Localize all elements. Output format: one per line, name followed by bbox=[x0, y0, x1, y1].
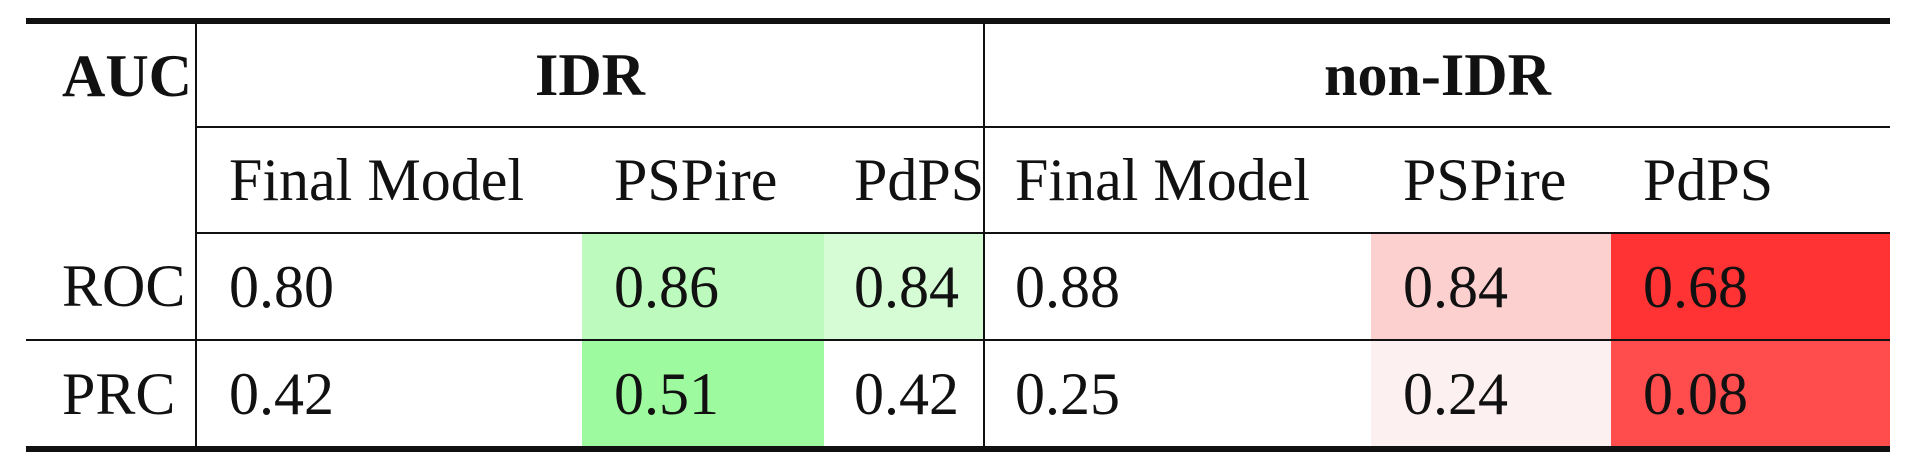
column-header: Final Model bbox=[196, 127, 582, 234]
group-header-row: AUC IDR non-IDR bbox=[26, 21, 1891, 233]
value-cell: 0.88 bbox=[984, 233, 1372, 341]
row-label-roc: ROC bbox=[26, 233, 197, 341]
column-header: PSPire bbox=[582, 127, 824, 234]
corner-label: AUC bbox=[26, 21, 197, 233]
value-cell: 0.68 bbox=[1611, 233, 1891, 341]
value-cell: 0.84 bbox=[824, 233, 986, 341]
column-header: Final Model bbox=[984, 127, 1372, 234]
column-header: PdPS bbox=[824, 127, 986, 234]
table-row-prc: PRC 0.42 0.51 0.42 0.25 0.24 0.08 bbox=[26, 340, 1891, 449]
value-cell: 0.86 bbox=[582, 233, 824, 341]
row-label-prc: PRC bbox=[26, 340, 197, 449]
group-header-non-idr: non-IDR bbox=[984, 21, 1891, 128]
value-cell: 0.51 bbox=[582, 340, 824, 449]
value-cell: 0.42 bbox=[824, 340, 986, 449]
group-header-idr: IDR bbox=[196, 21, 986, 128]
auc-comparison-table: AUC IDR non-IDR Final Model PSPire PdPS … bbox=[26, 18, 1891, 452]
value-cell: 0.84 bbox=[1371, 233, 1612, 341]
value-cell: 0.42 bbox=[196, 340, 582, 449]
column-header: PSPire bbox=[1371, 127, 1612, 234]
value-cell: 0.24 bbox=[1371, 340, 1612, 449]
value-cell: 0.80 bbox=[196, 233, 582, 341]
column-header: PdPS bbox=[1611, 127, 1891, 234]
value-cell: 0.25 bbox=[984, 340, 1372, 449]
table-row-roc: ROC 0.80 0.86 0.84 0.88 0.84 0.68 bbox=[26, 233, 1891, 341]
value-cell: 0.08 bbox=[1611, 340, 1891, 449]
column-header-row: Final Model PSPire PdPS Final Model PSPi… bbox=[26, 127, 1891, 234]
